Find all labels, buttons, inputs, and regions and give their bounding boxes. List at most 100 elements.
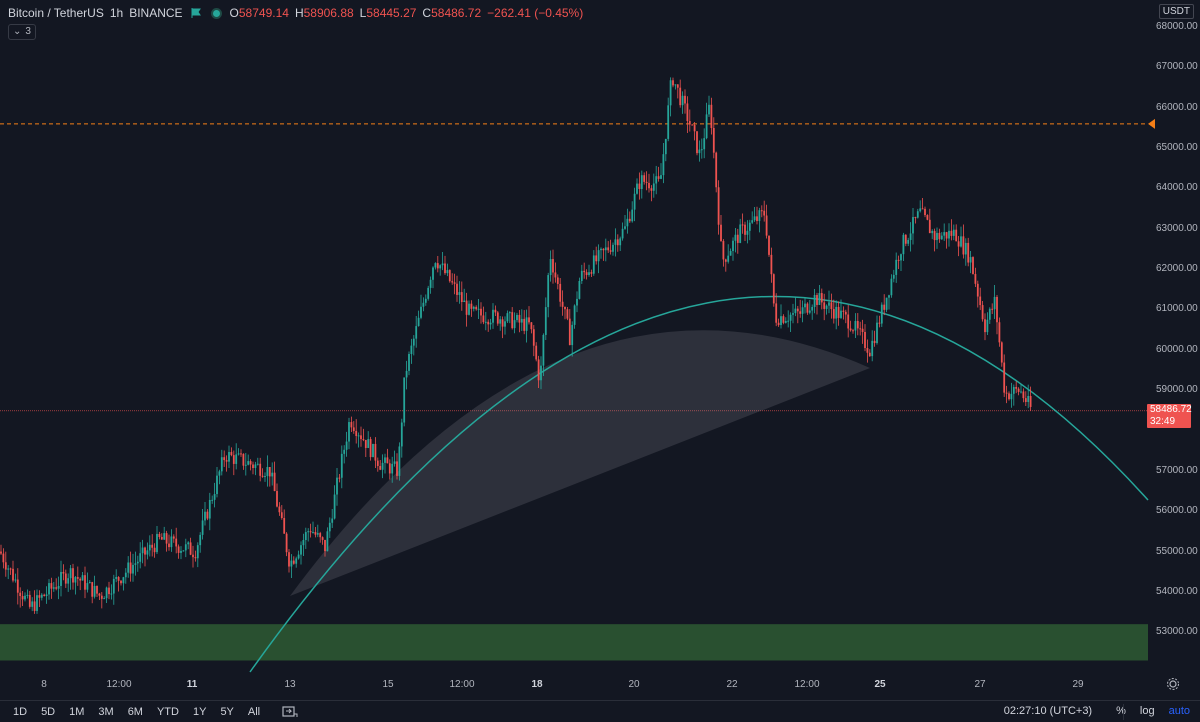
- candle-body: [184, 544, 187, 551]
- candle-body: [998, 322, 1001, 343]
- candle-body: [619, 238, 622, 246]
- range-5y-button[interactable]: 5Y: [220, 705, 234, 718]
- range-all-button[interactable]: All: [247, 705, 261, 718]
- time-tick-label: 22: [726, 679, 738, 690]
- candle-body: [818, 293, 821, 305]
- date-range-icon[interactable]: [282, 705, 298, 718]
- candle-body: [304, 532, 307, 541]
- candle-body: [204, 511, 206, 521]
- candle-body: [225, 460, 228, 462]
- candle-body: [537, 359, 540, 381]
- candle-body: [928, 219, 931, 234]
- candle-body: [717, 187, 720, 225]
- candle-body: [163, 533, 166, 540]
- candle-body: [362, 439, 365, 441]
- range-6m-button[interactable]: 6M: [127, 705, 143, 718]
- candle-body: [232, 455, 235, 464]
- settings-gear-icon[interactable]: [1166, 677, 1180, 691]
- candle-body: [616, 239, 619, 246]
- candle-body: [924, 208, 926, 216]
- candle-body: [237, 453, 240, 455]
- candle-body: [842, 310, 845, 312]
- candle-body: [434, 263, 437, 268]
- candle-body: [331, 518, 334, 523]
- candle-body: [228, 452, 230, 462]
- candle-body: [976, 283, 979, 297]
- candle-body: [830, 302, 833, 310]
- candle-body: [158, 533, 161, 538]
- candle-body: [806, 303, 809, 313]
- flag-icon[interactable]: [191, 8, 201, 18]
- candle-body: [120, 580, 122, 584]
- candle-body: [297, 554, 300, 559]
- range-1y-button[interactable]: 1Y: [192, 705, 207, 718]
- candle-body: [26, 594, 29, 596]
- candle-body: [139, 553, 142, 562]
- range-5d-button[interactable]: 5D: [41, 705, 56, 718]
- chart-canvas[interactable]: [0, 0, 1200, 700]
- candle-body: [693, 125, 696, 132]
- candle-body: [804, 303, 806, 308]
- candle-body: [732, 240, 734, 251]
- symbol-name[interactable]: Bitcoin / TetherUS: [8, 6, 104, 20]
- chevron-down-icon: ⌄: [13, 26, 22, 37]
- candle-body: [249, 461, 252, 465]
- price-tick-label: 53000.00: [1156, 626, 1198, 638]
- candle-body: [396, 461, 398, 476]
- time-tick-label: 25: [874, 679, 886, 690]
- candle-body: [890, 278, 893, 296]
- candle-body: [597, 250, 600, 262]
- range-1d-button[interactable]: 1D: [13, 705, 28, 718]
- currency-button[interactable]: USDT: [1158, 4, 1194, 19]
- candle-body: [194, 557, 197, 559]
- candle-body: [921, 208, 924, 210]
- candle-body: [628, 218, 631, 222]
- candle-body: [280, 512, 283, 518]
- candle-body: [328, 522, 331, 532]
- candle-body: [218, 471, 221, 476]
- candle-body: [516, 314, 518, 321]
- candle-body: [808, 310, 811, 313]
- candle-body: [736, 234, 739, 243]
- range-3m-button[interactable]: 3M: [98, 705, 114, 718]
- interval-label[interactable]: 1h: [109, 6, 124, 20]
- candle-body: [945, 232, 948, 239]
- candle-body: [199, 534, 202, 546]
- price-tick-label: 68000.00: [1156, 21, 1198, 32]
- range-ytd-button[interactable]: YTD: [156, 705, 179, 718]
- candle-body: [744, 224, 746, 235]
- candle-body: [772, 274, 775, 304]
- price-tick-label: 63000.00: [1156, 222, 1198, 234]
- candle-body: [7, 568, 10, 570]
- range-1m-button[interactable]: 1M: [69, 705, 85, 718]
- percent-scale-toggle[interactable]: %: [1116, 705, 1126, 717]
- indicators-toggle-button[interactable]: ⌄ 3: [8, 24, 36, 40]
- candle-body: [631, 209, 634, 222]
- candle-body: [501, 319, 504, 327]
- candle-body: [688, 121, 691, 125]
- candle-body: [48, 583, 50, 595]
- candle-body: [168, 543, 170, 548]
- log-scale-toggle[interactable]: log: [1139, 705, 1155, 717]
- candle-body: [940, 235, 943, 240]
- candle-body: [16, 579, 19, 593]
- candle-body: [352, 427, 355, 431]
- candle-body: [4, 562, 7, 570]
- clock-timezone[interactable]: 02:27:10 (UTC+3): [1003, 705, 1093, 717]
- auto-scale-toggle[interactable]: auto: [1168, 705, 1190, 717]
- candle-body: [621, 228, 624, 239]
- parabolic-arc: [249, 295, 1149, 673]
- candle-body: [712, 128, 715, 153]
- high-label: H: [294, 6, 304, 20]
- candle-body: [900, 254, 902, 261]
- candle-body: [187, 542, 190, 545]
- change-value: −262.41 (−0.45%): [487, 6, 584, 20]
- candle-body: [211, 499, 214, 501]
- candle-body: [724, 259, 727, 262]
- candle-body: [530, 322, 533, 330]
- candle-body: [588, 272, 590, 276]
- candle-body: [338, 477, 341, 479]
- candle-body: [177, 546, 180, 553]
- candle-body: [129, 562, 132, 574]
- candle-body: [876, 322, 878, 344]
